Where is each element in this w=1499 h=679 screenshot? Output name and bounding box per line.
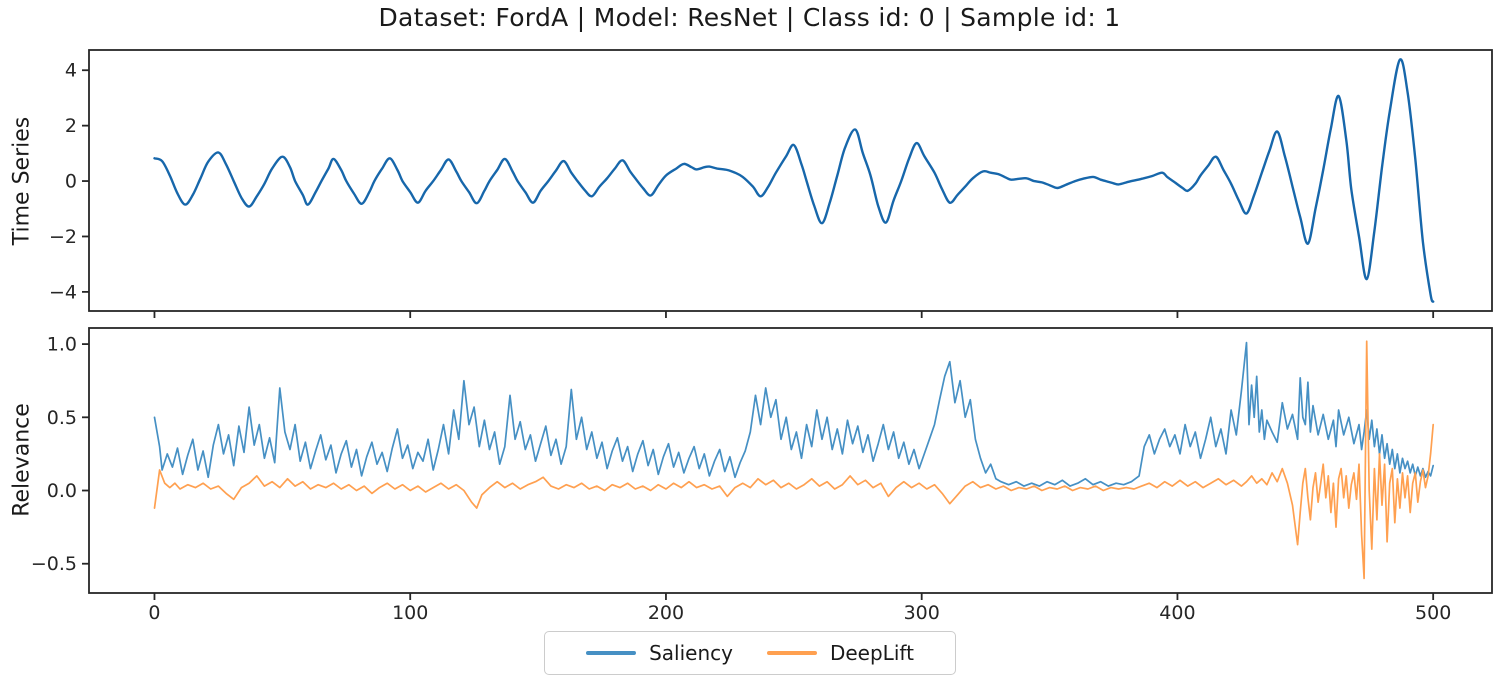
legend-box: Saliency DeepLift bbox=[544, 631, 956, 675]
saliency-line-icon bbox=[586, 651, 637, 655]
x-tick-label: 200 bbox=[648, 602, 684, 624]
deeplift-line bbox=[153, 340, 1435, 580]
legend-label-deeplift: DeepLift bbox=[829, 641, 914, 665]
figure-title: Dataset: FordA | Model: ResNet | Class i… bbox=[378, 3, 1121, 32]
legend-item-saliency: Saliency bbox=[586, 641, 733, 665]
y-tick-label: 1.0 bbox=[47, 334, 77, 356]
y-tick-label: −2 bbox=[49, 226, 77, 248]
y-tick-label: 0.5 bbox=[47, 407, 77, 429]
x-tick-label: 0 bbox=[148, 602, 160, 624]
deeplift-line-icon bbox=[766, 651, 817, 655]
y-tick-label: 0 bbox=[65, 171, 77, 193]
y-tick-label: 0.0 bbox=[47, 480, 77, 502]
y-tick-label: 2 bbox=[65, 115, 77, 137]
y-tick-label: −4 bbox=[49, 281, 77, 303]
y-tick-label: 4 bbox=[65, 60, 77, 82]
x-tick-label: 400 bbox=[1159, 602, 1195, 624]
axes-border bbox=[88, 49, 1493, 312]
x-tick-label: 100 bbox=[392, 602, 428, 624]
y-tick-label: −0.5 bbox=[31, 553, 77, 575]
x-tick-label: 500 bbox=[1415, 602, 1451, 624]
axes-border bbox=[88, 327, 1493, 594]
signal-line bbox=[153, 58, 1435, 303]
saliency-line bbox=[153, 341, 1435, 487]
x-tick-label: 300 bbox=[904, 602, 940, 624]
legend-label-saliency: Saliency bbox=[649, 641, 733, 665]
legend-item-deeplift: DeepLift bbox=[766, 641, 914, 665]
